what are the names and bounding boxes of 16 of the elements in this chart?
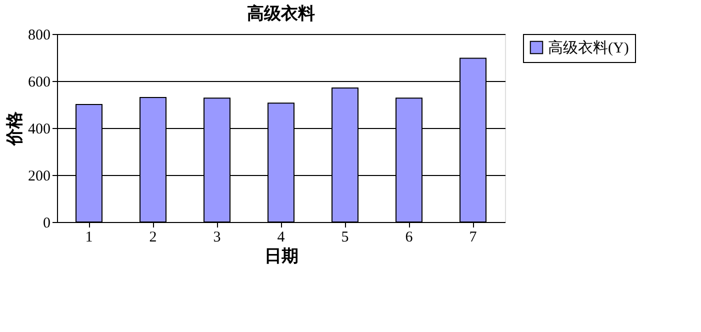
y-tick-label: 0 — [43, 216, 50, 232]
y-tick-label: 400 — [28, 122, 50, 138]
x-tick-label: 1 — [85, 230, 93, 246]
y-tick-label: 800 — [28, 28, 50, 44]
x-tick-label: 7 — [469, 230, 478, 246]
x-axis-title: 日期 — [264, 246, 298, 266]
x-tick-label: 4 — [277, 230, 286, 246]
y-tick-label: 600 — [28, 74, 50, 90]
x-tick-label: 6 — [405, 230, 414, 246]
x-tick-label: 5 — [341, 230, 349, 246]
x-tick-label: 2 — [149, 230, 157, 246]
y-tick-label: 200 — [28, 168, 50, 184]
legend-label: 高级衣料(Y) — [548, 40, 629, 56]
y-axis-title: 价格 — [5, 110, 24, 146]
x-tick-label: 3 — [213, 230, 221, 246]
chart-title: 高级衣料 — [247, 4, 315, 23]
